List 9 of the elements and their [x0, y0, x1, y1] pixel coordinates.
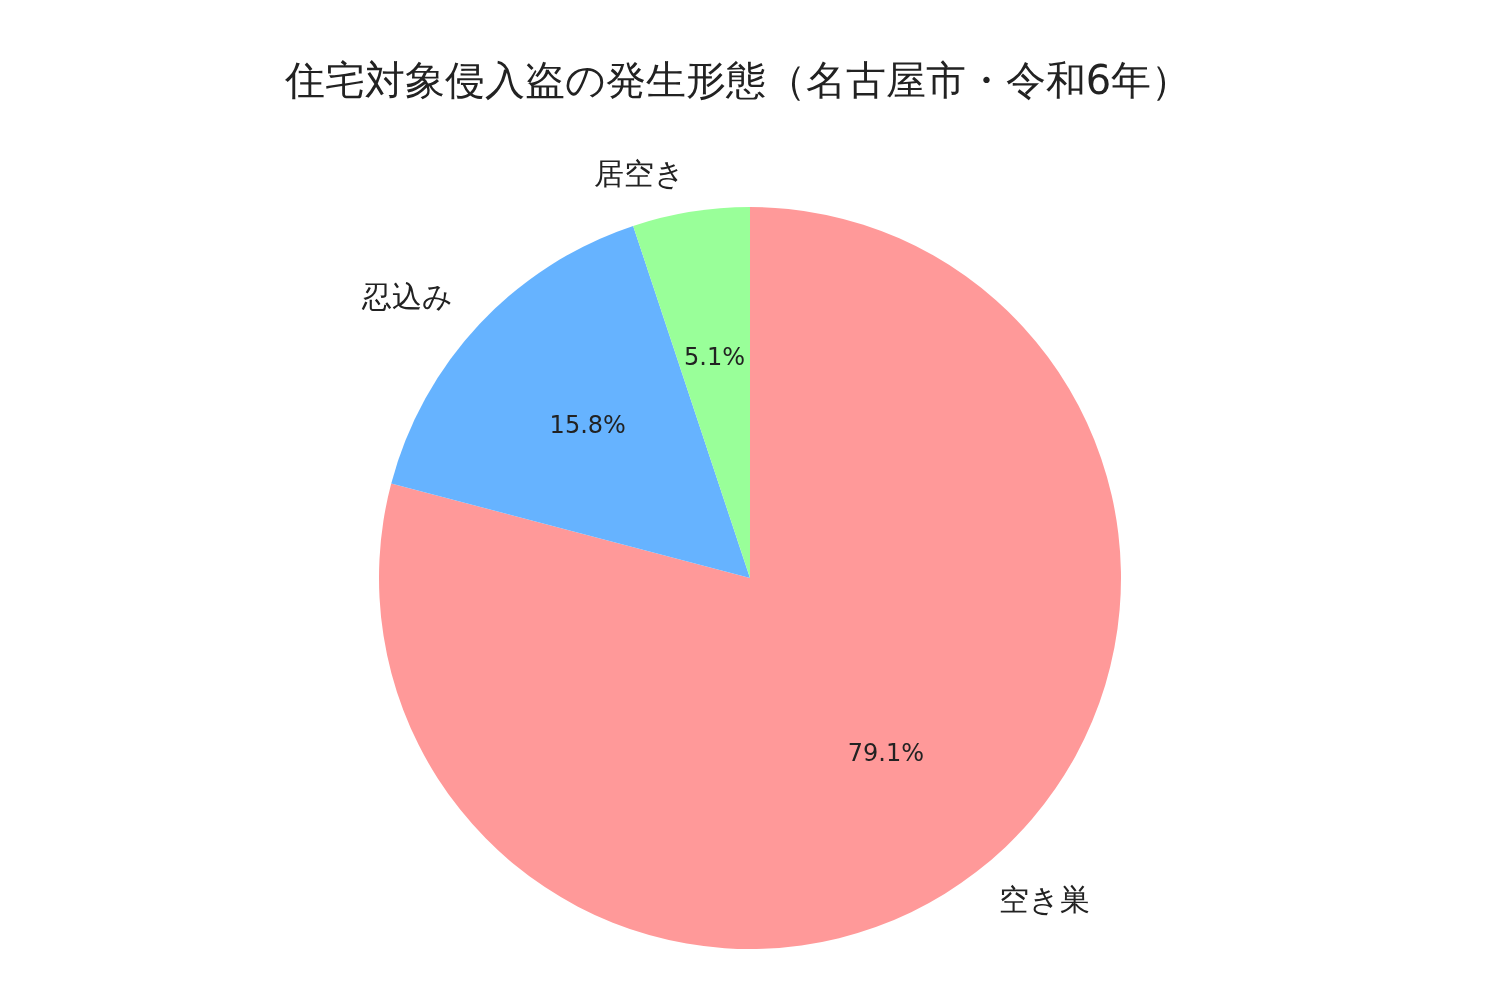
slice-label: 居空き: [593, 155, 685, 191]
slice-label: 忍込み: [360, 279, 453, 315]
pie-slice: [633, 207, 750, 578]
chart-title: 住宅対象侵入盗の発生形態（名古屋市・令和6年）: [283, 57, 1192, 103]
data-label: 5.1%: [683, 343, 745, 372]
pie-slice: [391, 225, 750, 578]
slice-label: 空き巣: [999, 881, 1091, 917]
data-label: 79.1%: [847, 739, 924, 768]
data-label: 15.8%: [549, 410, 626, 439]
